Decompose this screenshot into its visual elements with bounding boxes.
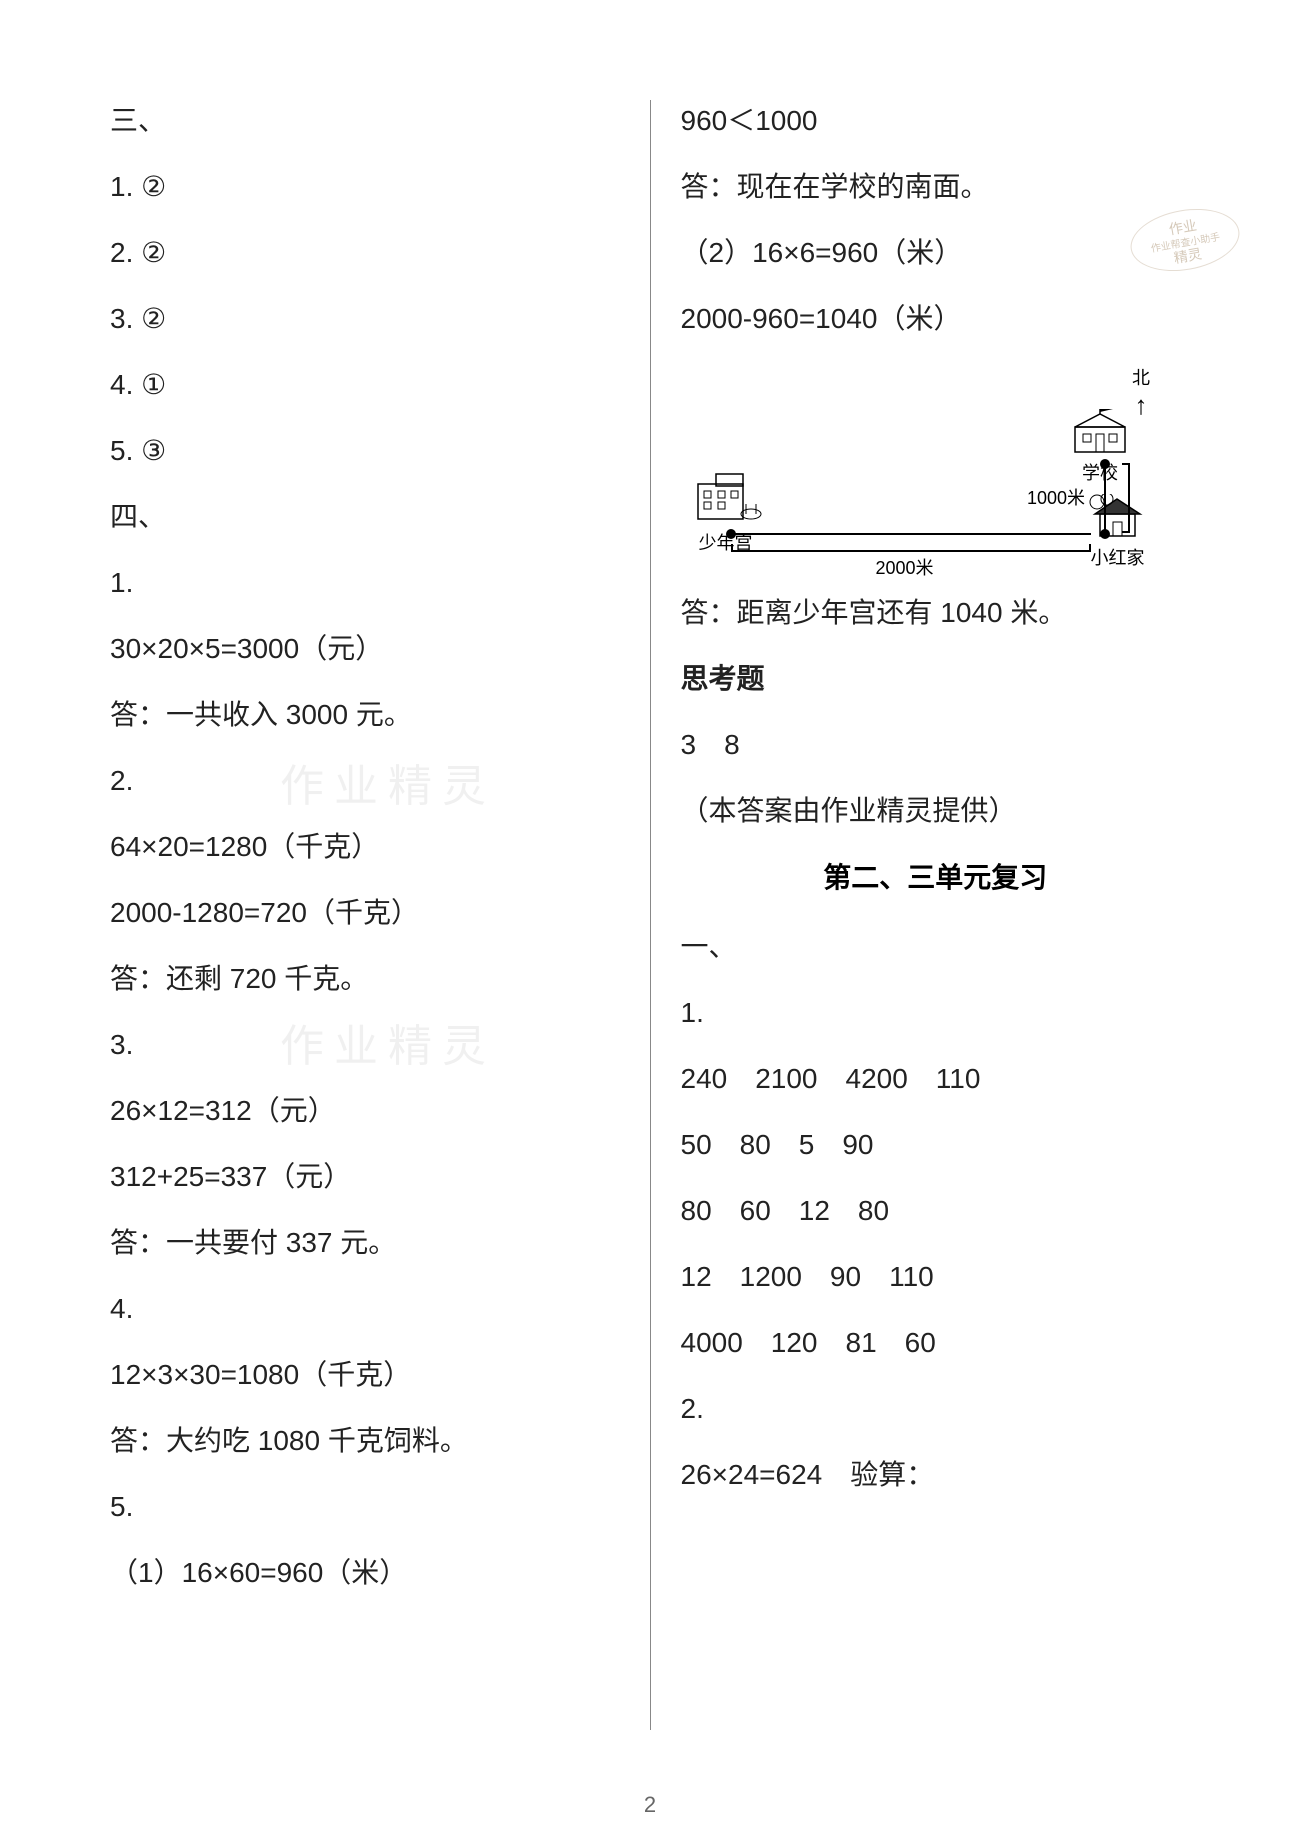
q3-1: 1. ② [110,166,620,208]
r4: 2000-960=1040（米） [681,298,1191,340]
p5-num: 5. [110,1486,620,1528]
p2-eq1: 64×20=1280（千克） [110,826,620,868]
page-number: 2 [644,1792,656,1818]
row1: 240 2100 4200 110 [681,1058,1191,1100]
map-diagram: 北 ↑ 学校 [681,364,1191,574]
road-vertical [1104,463,1106,533]
q3-5: 5. ③ [110,430,620,472]
home-label: 小红家 [1085,544,1150,570]
compass-north: 北 [1132,364,1150,390]
row3: 80 60 12 80 [681,1190,1191,1232]
eq2: 26×24=624 验算： [681,1454,1191,1496]
credit-line: （本答案由作业精灵提供） [681,790,1191,832]
unit-header: 第二、三单元复习 [681,856,1191,896]
p1-ans: 答：一共收入 3000 元。 [110,694,620,736]
s1-header: 一、 [681,926,1191,968]
row4: 12 1200 90 110 [681,1256,1191,1298]
r2: 答：现在在学校的南面。 [681,166,1191,208]
p2-eq2: 2000-1280=720（千克） [110,892,620,934]
row5: 4000 120 81 60 [681,1322,1191,1364]
p2-num: 2. [110,760,620,802]
palace-icon: 少年宫 [686,469,766,555]
n1: 1. [681,992,1191,1034]
home-icon: 小红家 [1085,494,1150,570]
think-ans: 3 8 [681,724,1191,766]
brace-2000 [731,544,1091,552]
right-column: 960＜1000 答：现在在学校的南面。 （2）16×6=960（米） 2000… [651,100,1221,1730]
p4-eq: 12×3×30=1080（千克） [110,1354,620,1396]
q3-3: 3. ② [110,298,620,340]
r5: 答：距离少年宫还有 1040 米。 [681,592,1191,634]
r3: （2）16×6=960（米） [681,232,1191,274]
n2: 2. [681,1388,1191,1430]
left-column: 三、 1. ② 2. ② 3. ② 4. ① 5. ③ 四、 1. 30×20×… [80,100,651,1730]
dist-2000-label: 2000米 [876,554,934,580]
p2-ans: 答：还剩 720 千克。 [110,958,620,1000]
stamp-icon: 作业 作业帮查小助手 精灵 [1126,201,1245,279]
brace-1000 [1122,463,1130,533]
p3-ans: 答：一共要付 337 元。 [110,1222,620,1264]
p4-num: 4. [110,1288,620,1330]
think-header: 思考题 [681,658,1191,700]
section-4-header: 四、 [110,496,620,538]
p1-eq: 30×20×5=3000（元） [110,628,620,670]
q3-2: 2. ② [110,232,620,274]
p4-ans: 答：大约吃 1080 千克饲料。 [110,1420,620,1462]
row2: 50 80 5 90 [681,1124,1191,1166]
road-horizontal [731,533,1091,535]
q3-4: 4. ① [110,364,620,406]
section-3-header: 三、 [110,100,620,142]
p1-num: 1. [110,562,620,604]
dist-1000-label: 1000米 [1027,484,1085,510]
p3-num: 3. [110,1024,620,1066]
p3-eq2: 312+25=337（元） [110,1156,620,1198]
p3-eq1: 26×12=312（元） [110,1090,620,1132]
p5-eq: （1）16×60=960（米） [110,1552,620,1594]
r1: 960＜1000 [681,100,1191,142]
